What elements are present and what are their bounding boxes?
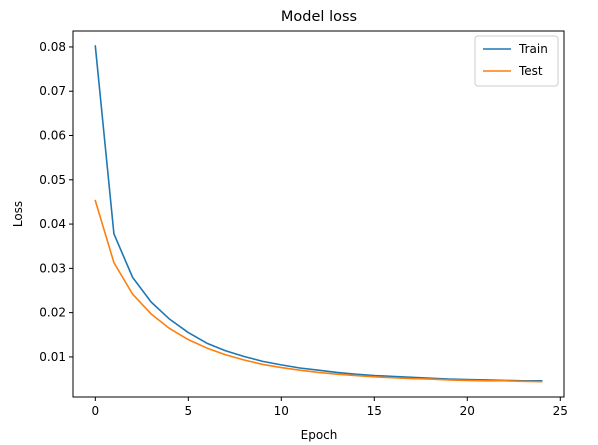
series-layer bbox=[94, 45, 543, 383]
x-tick-label: 0 bbox=[91, 404, 99, 418]
chart-title: Model loss bbox=[281, 9, 357, 25]
y-tick-label: 0.03 bbox=[39, 261, 66, 275]
x-tick-label: 20 bbox=[460, 404, 475, 418]
x-axis-label: Epoch bbox=[301, 428, 338, 442]
y-tick-label: 0.04 bbox=[39, 217, 66, 231]
legend-label-train: Train bbox=[518, 42, 548, 56]
y-tick-label: 0.06 bbox=[39, 129, 66, 143]
legend-label-test: Test bbox=[518, 64, 543, 78]
x-tick-label: 10 bbox=[274, 404, 289, 418]
x-tick-label: 5 bbox=[184, 404, 192, 418]
y-tick-label: 0.07 bbox=[39, 84, 66, 98]
axes-frame bbox=[72, 30, 565, 398]
x-tick-label: 25 bbox=[553, 404, 568, 418]
y-tick-label: 0.05 bbox=[39, 173, 66, 187]
x-tick-label: 15 bbox=[367, 404, 382, 418]
series-line-train bbox=[94, 45, 543, 382]
x-axis-ticks: 0 5 10 15 20 25 bbox=[91, 397, 568, 418]
series-line-test bbox=[94, 199, 543, 383]
y-tick-label: 0.08 bbox=[39, 40, 66, 54]
y-axis-label: Loss bbox=[11, 201, 25, 227]
legend: Train Test bbox=[474, 35, 559, 87]
y-tick-label: 0.02 bbox=[39, 306, 66, 320]
plot-area bbox=[72, 30, 565, 398]
y-tick-label: 0.01 bbox=[39, 350, 66, 364]
y-axis-ticks: 0.01 0.02 0.03 0.04 0.05 0.06 0.07 0.08 bbox=[39, 40, 73, 364]
